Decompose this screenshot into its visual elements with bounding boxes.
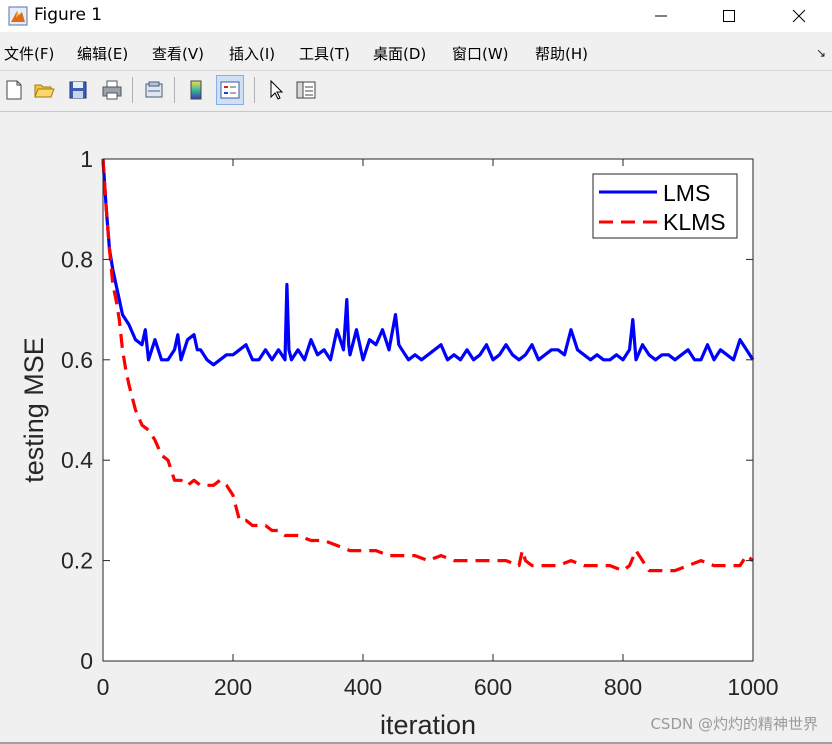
menu-bar: 文件(F) 编辑(E) 查看(V) 插入(I) 工具(T) 桌面(D) 窗口(W…: [0, 38, 832, 68]
pointer-button[interactable]: [262, 75, 290, 105]
open-file-button[interactable]: [30, 75, 58, 105]
new-figure-button[interactable]: [0, 75, 28, 105]
toolbar: [0, 70, 832, 112]
minimize-icon: [655, 15, 667, 17]
title-bar: Figure 1: [0, 0, 832, 32]
y-tick-label: 0: [80, 648, 93, 674]
menu-view[interactable]: 查看(V): [152, 45, 204, 63]
link-plot-icon: [145, 81, 163, 98]
legend-label-lms: LMS: [663, 180, 710, 206]
dock-arrow-icon[interactable]: ↘: [815, 46, 826, 60]
close-button[interactable]: [776, 0, 822, 32]
x-tick-label: 800: [604, 674, 642, 700]
property-editor-icon: [296, 81, 316, 99]
menu-edit[interactable]: 编辑(E): [77, 45, 129, 63]
y-axis-ticks: 0 0.2 0.4 0.6 0.8 1: [61, 146, 753, 674]
y-axis-label: testing MSE: [19, 337, 49, 483]
colorbar-button[interactable]: [182, 75, 210, 105]
print-button[interactable]: [98, 75, 126, 105]
link-plot-button[interactable]: [140, 75, 168, 105]
axes-background: [103, 159, 753, 661]
y-tick-label: 1: [80, 146, 93, 172]
y-tick-label: 0.6: [61, 347, 93, 373]
x-axis-ticks: 0 200 400 600 800 1000: [97, 159, 779, 700]
menu-desktop[interactable]: 桌面(D): [373, 45, 427, 63]
x-tick-label: 200: [214, 674, 252, 700]
menu-file[interactable]: 文件(F): [4, 45, 55, 63]
series-layer: [101, 158, 755, 573]
x-tick-label: 400: [344, 674, 382, 700]
y-tick-label: 0.8: [61, 246, 93, 272]
menu-help[interactable]: 帮助(H): [535, 45, 588, 63]
x-tick-label: 0: [97, 674, 110, 700]
series-line-lms: [101, 158, 755, 367]
x-tick-label: 600: [474, 674, 512, 700]
menu-tools[interactable]: 工具(T): [299, 45, 350, 63]
pointer-icon: [270, 79, 284, 100]
legend-box: [592, 173, 738, 239]
menu-insert[interactable]: 插入(I): [229, 45, 276, 63]
figure-area: 0 200 400 600 800 1000 0 0.2 0.4 0.6 0.8 1 iterati…: [0, 112, 832, 744]
legend-icon: [220, 81, 240, 99]
y-tick-label: 0.4: [61, 447, 93, 473]
new-figure-icon: [6, 80, 22, 100]
legend-label-klms: KLMS: [663, 209, 726, 235]
line-chart[interactable]: 0 200 400 600 800 1000 0 0.2 0.4 0.6 0.8 1 iterati…: [0, 112, 832, 744]
legend-button[interactable]: [216, 75, 244, 105]
window-bottom-border: [0, 742, 832, 744]
toolbar-separator: [254, 77, 255, 103]
open-file-icon: [34, 84, 55, 98]
toolbar-separator: [132, 77, 133, 103]
axes-box: [102, 158, 754, 662]
watermark: CSDN @灼灼的精神世界: [650, 715, 818, 733]
toolbar-separator: [174, 77, 175, 103]
window-title: Figure 1: [34, 5, 103, 25]
series-line-klms: [101, 158, 754, 573]
menu-window[interactable]: 窗口(W): [452, 45, 509, 63]
y-tick-label: 0.2: [61, 548, 93, 574]
colorbar-icon: [190, 80, 202, 100]
save-icon: [69, 81, 87, 99]
save-button[interactable]: [64, 75, 92, 105]
print-icon: [102, 80, 122, 100]
matlab-figure-icon: [8, 6, 28, 26]
property-editor-button[interactable]: [292, 75, 320, 105]
x-tick-label: 1000: [727, 674, 778, 700]
x-axis-label: iteration: [380, 710, 476, 740]
legend[interactable]: LMS KLMS: [592, 173, 738, 239]
maximize-icon: [723, 10, 735, 22]
close-icon: [792, 9, 806, 23]
maximize-button[interactable]: [706, 0, 752, 32]
minimize-button[interactable]: [638, 0, 684, 32]
